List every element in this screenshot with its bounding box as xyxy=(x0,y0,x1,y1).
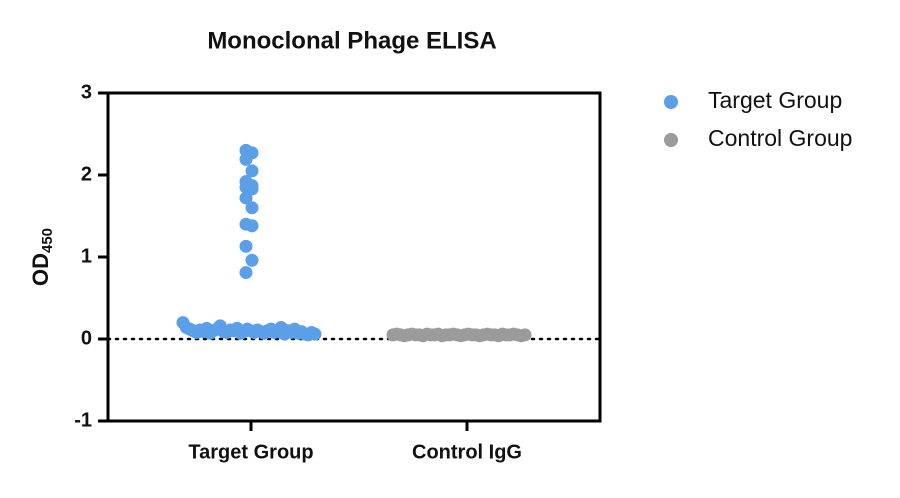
legend-marker xyxy=(664,133,678,147)
y-tick-label: 2 xyxy=(81,163,92,185)
data-point xyxy=(239,266,253,280)
y-tick-label: 0 xyxy=(81,327,92,349)
y-label-main: OD xyxy=(28,253,53,286)
data-point xyxy=(245,219,259,233)
y-tick-label: 1 xyxy=(81,245,92,267)
data-point xyxy=(239,152,253,166)
legend-label: Target Group xyxy=(708,87,842,113)
legend-marker xyxy=(664,95,678,109)
y-tick-label: -1 xyxy=(74,409,92,431)
y-tick-label: 3 xyxy=(81,81,92,103)
chart-title: Monoclonal Phage ELISA xyxy=(207,27,496,54)
data-point xyxy=(518,328,532,342)
plot-frame xyxy=(106,91,602,423)
data-point xyxy=(245,164,259,178)
y-label-sub: 450 xyxy=(39,228,56,253)
y-axis-label: OD450 xyxy=(28,228,56,286)
data-point xyxy=(239,191,253,205)
data-point xyxy=(239,239,253,253)
legend-label: Control Group xyxy=(708,125,852,151)
x-tick-label: Target Group xyxy=(188,441,313,463)
data-point xyxy=(308,327,322,341)
data-point xyxy=(245,201,259,215)
y-axis-title: OD450 xyxy=(28,228,56,286)
x-tick-label: Control IgG xyxy=(412,441,522,463)
data-point xyxy=(245,253,259,267)
